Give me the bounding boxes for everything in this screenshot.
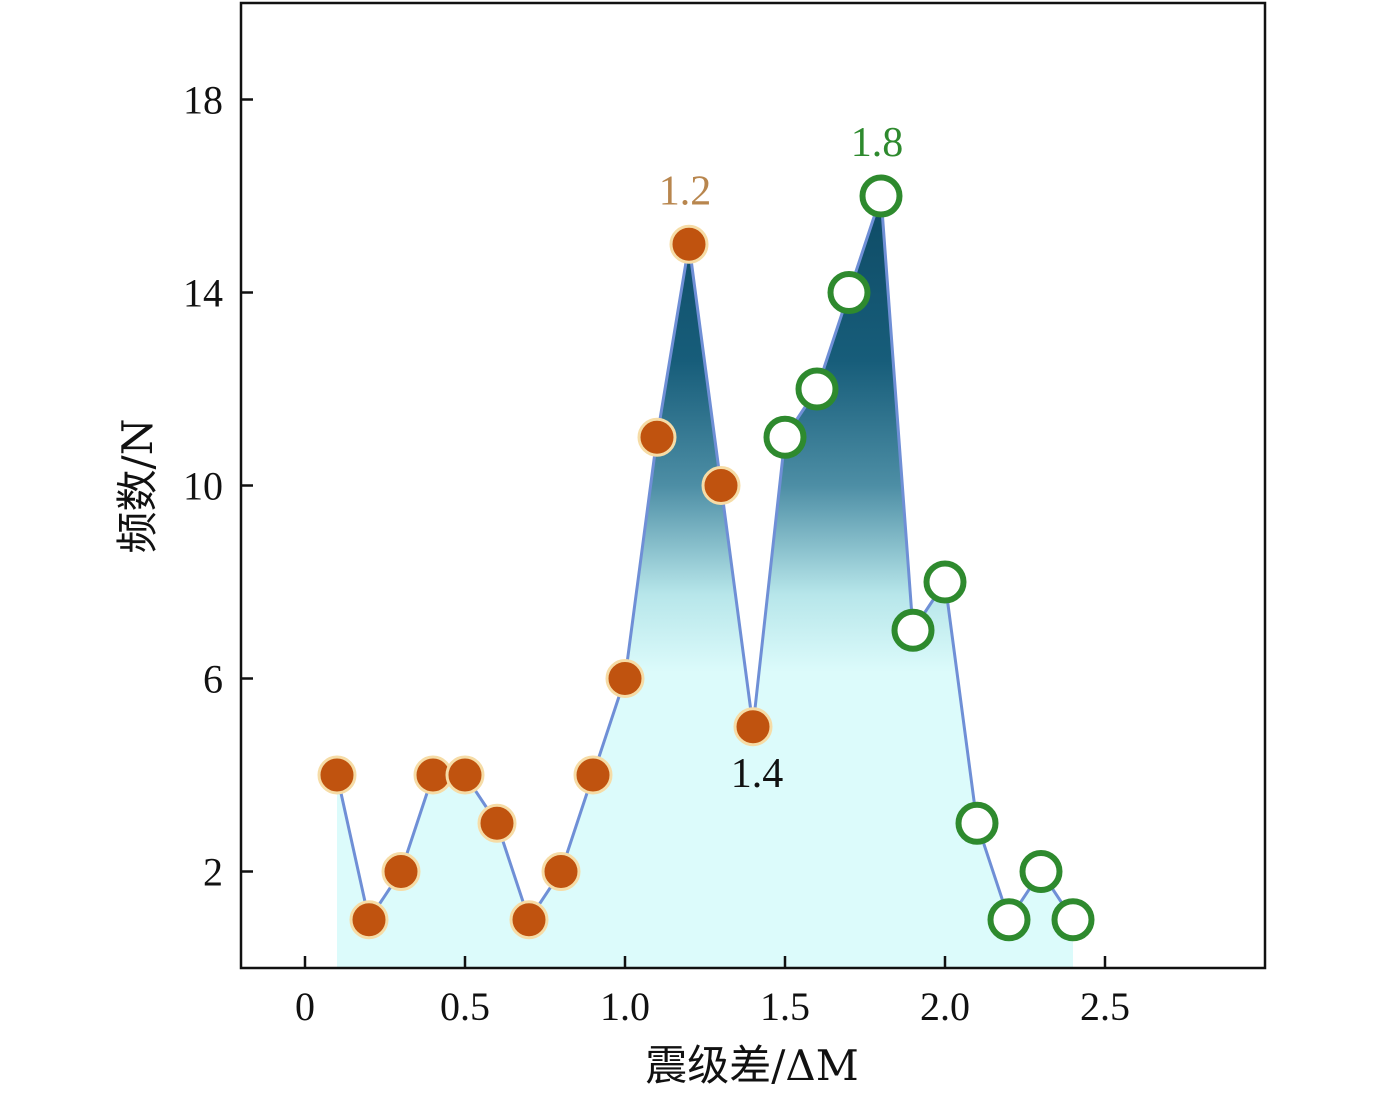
y-tick-label: 10	[183, 464, 223, 509]
data-point-s2-1	[763, 415, 807, 459]
x-tick-label: 2.5	[1080, 984, 1130, 1029]
data-point-s1-8	[541, 852, 581, 891]
data-point-s2-6	[923, 560, 967, 604]
data-point-s1-14	[733, 707, 773, 747]
x-axis-title: 震级差/ΔM	[645, 1041, 859, 1090]
data-point-s2-5	[891, 608, 935, 652]
data-point-s1-6	[477, 803, 517, 843]
data-point-s2-9	[1019, 850, 1063, 893]
y-tick-label: 2	[203, 850, 223, 895]
axis-ticks: 0 0.5 1.0 1.5 2.0 2.5 2 6 10 14 18	[183, 78, 1130, 1030]
x-tick-label: 1.5	[760, 984, 810, 1029]
x-tick-label: 2.0	[920, 984, 970, 1029]
data-markers	[317, 174, 1095, 942]
y-axis-title: 频数/N	[113, 419, 162, 554]
x-tick-label: 0	[295, 984, 315, 1029]
data-point-s2-8	[987, 898, 1031, 942]
y-tick-label: 18	[183, 78, 223, 123]
data-point-s1-3	[381, 852, 421, 891]
data-point-s1-1	[317, 755, 357, 795]
x-tick-label: 0.5	[440, 984, 490, 1029]
data-point-s1-7	[509, 900, 549, 940]
data-point-s1-11	[637, 417, 677, 457]
data-point-s2-3	[827, 271, 871, 314]
annotations: 1.2 1.8 1.4	[659, 120, 904, 797]
data-point-s2-7	[955, 801, 999, 845]
data-point-s2-2	[795, 367, 839, 411]
data-point-s1-9	[573, 755, 613, 795]
data-point-s2-10	[1051, 898, 1095, 942]
data-point-s1-13	[701, 466, 741, 505]
annotation-label: 1.8	[851, 120, 904, 166]
x-tick-label: 1.0	[600, 984, 650, 1029]
y-tick-label: 6	[203, 657, 223, 702]
area-fill	[337, 196, 1073, 968]
data-point-s1-10	[605, 659, 645, 698]
data-point-s1-12	[669, 224, 709, 264]
annotation-label: 1.2	[659, 168, 712, 214]
area-fill-shape	[337, 196, 1073, 968]
annotation-label: 1.4	[731, 751, 784, 797]
data-point-s1-5	[445, 755, 485, 795]
data-point-s2-4	[859, 174, 903, 218]
data-point-s1-2	[349, 900, 389, 940]
y-tick-label: 14	[183, 271, 223, 316]
